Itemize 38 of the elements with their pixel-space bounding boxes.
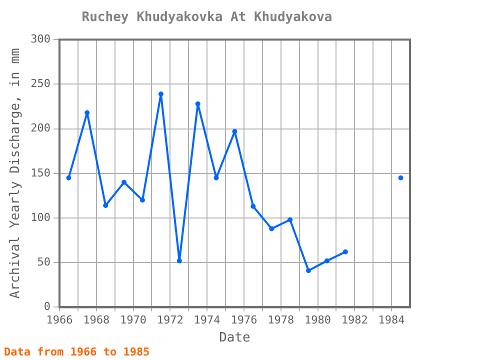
y-axis-title: Archival Yearly Discharge, in mm <box>8 48 24 299</box>
y-tick-label: 0 <box>44 300 50 314</box>
point <box>250 204 256 209</box>
point <box>158 92 164 97</box>
point <box>306 268 312 274</box>
x-tick-label: 1984 <box>378 314 406 327</box>
y-tick-label: 250 <box>30 77 50 90</box>
point <box>232 128 238 134</box>
y-tick-label: 300 <box>30 32 50 46</box>
y-tick-label: 150 <box>30 166 50 180</box>
point <box>324 258 330 264</box>
point <box>84 110 90 116</box>
x-tick-label: 1972 <box>156 314 184 327</box>
x-tick-label: 1978 <box>268 314 294 327</box>
point <box>342 249 348 254</box>
x-axis-title: Date <box>219 330 251 346</box>
point <box>122 180 127 185</box>
y-tick-label: 50 <box>37 255 50 268</box>
x-tick-label: 1966 <box>46 314 73 327</box>
x-tick-label: 1976 <box>230 314 258 327</box>
chart-title: Ruchey Khudyakovka At Khudyakova <box>82 10 332 26</box>
point <box>140 198 145 203</box>
text: Data from 1966 to 1985 <box>4 345 150 358</box>
x-tick-label: 1968 <box>83 314 110 327</box>
y-tick-label: 200 <box>30 122 50 135</box>
point <box>176 258 182 264</box>
y-tick-label: 100 <box>30 210 50 224</box>
point <box>195 101 200 106</box>
point <box>288 217 293 222</box>
point <box>103 203 108 208</box>
x-tick-label: 1982 <box>341 314 368 327</box>
x-tick-label: 1974 <box>194 314 221 327</box>
point <box>269 226 274 232</box>
x-tick-label: 1980 <box>304 314 332 327</box>
point <box>66 175 72 180</box>
point <box>398 175 404 180</box>
point <box>214 175 219 180</box>
x-tick-label: 1970 <box>120 314 147 327</box>
